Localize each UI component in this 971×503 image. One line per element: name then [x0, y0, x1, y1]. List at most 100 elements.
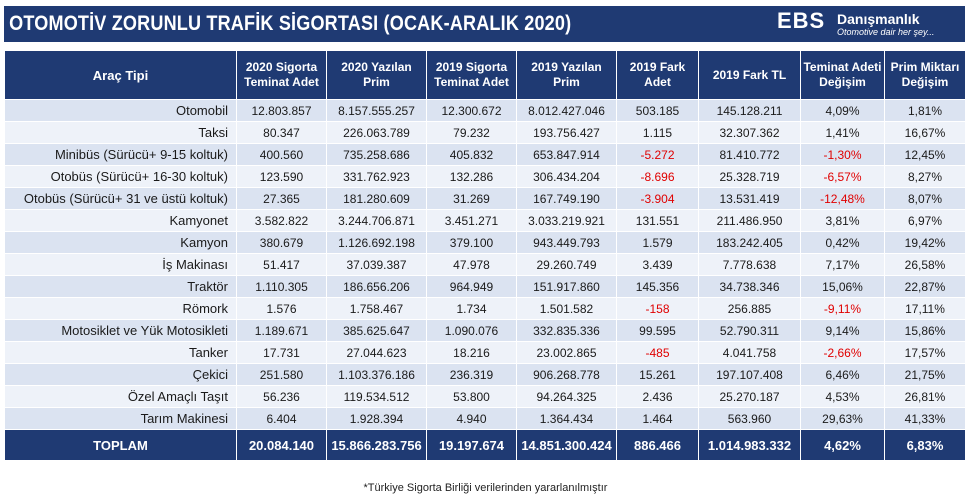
- cell-2020-adet: 380.679: [236, 231, 327, 254]
- cell-2019-prim: 29.260.749: [516, 253, 617, 276]
- cell-arac-tipi: İş Makinası: [4, 253, 237, 276]
- cell-fark-adet: -158: [616, 297, 699, 320]
- cell-prim-degisim: 16,67%: [884, 121, 966, 144]
- cell-2019-adet: 12.300.672: [426, 99, 517, 122]
- cell-arac-tipi: Otobüs (Sürücü+ 16-30 koltuk): [4, 165, 237, 188]
- cell-2019-prim: 1.501.582: [516, 297, 617, 320]
- cell-2019-adet: 19.197.674: [426, 429, 517, 461]
- cell-2019-adet: 1.090.076: [426, 319, 517, 342]
- cell-fark-tl: 4.041.758: [698, 341, 801, 364]
- cell-fark-tl: 211.486.950: [698, 209, 801, 232]
- table-row: Tanker 17.731 27.044.623 18.216 23.002.865 -4…: [4, 341, 966, 364]
- cell-prim-degisim: 8,07%: [884, 187, 966, 210]
- cell-teminat-degisim: -12,48%: [800, 187, 885, 210]
- col-header-prim-degisim: Prim Miktarı Değişim: [884, 50, 966, 100]
- cell-teminat-degisim: 0,42%: [800, 231, 885, 254]
- cell-2019-adet: 132.286: [426, 165, 517, 188]
- cell-fark-tl: 34.738.346: [698, 275, 801, 298]
- logo-brand: Danışmanlık: [837, 11, 920, 27]
- table-row: Otomobil 12.803.857 8.157.555.257 12.300.67…: [4, 99, 966, 122]
- cell-2020-prim: 385.625.647: [326, 319, 427, 342]
- cell-prim-degisim: 19,42%: [884, 231, 966, 254]
- cell-prim-degisim: 6,83%: [884, 429, 966, 461]
- col-header-2019-adet: 2019 Sigorta Teminat Adet: [426, 50, 517, 100]
- cell-arac-tipi: Römork: [4, 297, 237, 320]
- cell-fark-adet: 1.464: [616, 407, 699, 430]
- cell-prim-degisim: 22,87%: [884, 275, 966, 298]
- cell-2020-adet: 12.803.857: [236, 99, 327, 122]
- cell-2020-prim: 37.039.387: [326, 253, 427, 276]
- cell-fark-tl: 145.128.211: [698, 99, 801, 122]
- cell-2020-adet: 6.404: [236, 407, 327, 430]
- cell-2020-prim: 1.103.376.186: [326, 363, 427, 386]
- cell-prim-degisim: 26,58%: [884, 253, 966, 276]
- cell-fark-tl: 81.410.772: [698, 143, 801, 166]
- cell-arac-tipi: Traktör: [4, 275, 237, 298]
- cell-arac-tipi: Kamyonet: [4, 209, 237, 232]
- cell-prim-degisim: 15,86%: [884, 319, 966, 342]
- cell-fark-tl: 197.107.408: [698, 363, 801, 386]
- cell-teminat-degisim: 3,81%: [800, 209, 885, 232]
- cell-teminat-degisim: 4,09%: [800, 99, 885, 122]
- cell-prim-degisim: 6,97%: [884, 209, 966, 232]
- cell-fark-adet: 503.185: [616, 99, 699, 122]
- cell-2020-prim: 15.866.283.756: [326, 429, 427, 461]
- cell-fark-adet: 1.115: [616, 121, 699, 144]
- cell-2020-adet: 56.236: [236, 385, 327, 408]
- cell-fark-adet: 1.579: [616, 231, 699, 254]
- cell-teminat-degisim: 7,17%: [800, 253, 885, 276]
- cell-teminat-degisim: -6,57%: [800, 165, 885, 188]
- cell-2020-prim: 8.157.555.257: [326, 99, 427, 122]
- cell-teminat-degisim: 9,14%: [800, 319, 885, 342]
- cell-prim-degisim: 12,45%: [884, 143, 966, 166]
- cell-teminat-degisim: -9,11%: [800, 297, 885, 320]
- logo-tagline: Otomotive dair her şey...: [837, 27, 935, 37]
- cell-2020-adet: 1.576: [236, 297, 327, 320]
- cell-2020-adet: 251.580: [236, 363, 327, 386]
- table-row: İş Makinası 51.417 37.039.387 47.978 29.260.…: [4, 253, 966, 276]
- cell-2020-adet: 20.084.140: [236, 429, 327, 461]
- cell-2019-adet: 236.319: [426, 363, 517, 386]
- cell-2019-prim: 332.835.336: [516, 319, 617, 342]
- page-title: OTOMOTİV ZORUNLU TRAFİK SİGORTASI (OCAK-…: [9, 12, 572, 35]
- cell-2019-prim: 94.264.325: [516, 385, 617, 408]
- cell-fark-tl: 52.790.311: [698, 319, 801, 342]
- cell-2019-prim: 151.917.860: [516, 275, 617, 298]
- table-row: Kamyon 380.679 1.126.692.198 379.100 943.449…: [4, 231, 966, 254]
- cell-2020-prim: 27.044.623: [326, 341, 427, 364]
- table-row: Minibüs (Sürücü+ 9-15 koltuk) 400.560 735.…: [4, 143, 966, 166]
- table-row: Çekici 251.580 1.103.376.186 236.319 906.268…: [4, 363, 966, 386]
- cell-arac-tipi: Taksi: [4, 121, 237, 144]
- cell-2019-prim: 1.364.434: [516, 407, 617, 430]
- header-row: Araç Tipi 2020 Sigorta Teminat Adet 2020…: [4, 50, 966, 100]
- cell-arac-tipi: Kamyon: [4, 231, 237, 254]
- cell-2019-prim: 193.756.427: [516, 121, 617, 144]
- cell-fark-adet: 2.436: [616, 385, 699, 408]
- cell-fark-adet: 886.466: [616, 429, 699, 461]
- cell-fark-adet: -5.272: [616, 143, 699, 166]
- cell-2020-prim: 3.244.706.871: [326, 209, 427, 232]
- table-row: Traktör 1.110.305 186.656.206 964.949 151.91…: [4, 275, 966, 298]
- total-row: TOPLAM 20.084.140 15.866.283.756 19.197.674…: [4, 429, 966, 461]
- cell-2019-prim: 23.002.865: [516, 341, 617, 364]
- cell-fark-tl: 25.328.719: [698, 165, 801, 188]
- cell-2019-prim: 8.012.427.046: [516, 99, 617, 122]
- cell-prim-degisim: 1,81%: [884, 99, 966, 122]
- cell-arac-tipi: Otomobil: [4, 99, 237, 122]
- cell-2020-prim: 735.258.686: [326, 143, 427, 166]
- cell-2019-adet: 4.940: [426, 407, 517, 430]
- table-row: Özel Amaçlı Taşıt 56.236 119.534.512 53.800…: [4, 385, 966, 408]
- title-bar: OTOMOTİV ZORUNLU TRAFİK SİGORTASI (OCAK-…: [4, 6, 965, 42]
- cell-2019-adet: 964.949: [426, 275, 517, 298]
- cell-2019-adet: 1.734: [426, 297, 517, 320]
- cell-2019-prim: 306.434.204: [516, 165, 617, 188]
- cell-2020-prim: 119.534.512: [326, 385, 427, 408]
- cell-arac-tipi: Tarım Makinesi: [4, 407, 237, 430]
- cell-2019-prim: 167.749.190: [516, 187, 617, 210]
- cell-teminat-degisim: 4,62%: [800, 429, 885, 461]
- cell-2019-adet: 18.216: [426, 341, 517, 364]
- col-header-fark-tl: 2019 Fark TL: [698, 50, 801, 100]
- cell-2020-adet: 80.347: [236, 121, 327, 144]
- cell-arac-tipi: Özel Amaçlı Taşıt: [4, 385, 237, 408]
- cell-arac-tipi: Tanker: [4, 341, 237, 364]
